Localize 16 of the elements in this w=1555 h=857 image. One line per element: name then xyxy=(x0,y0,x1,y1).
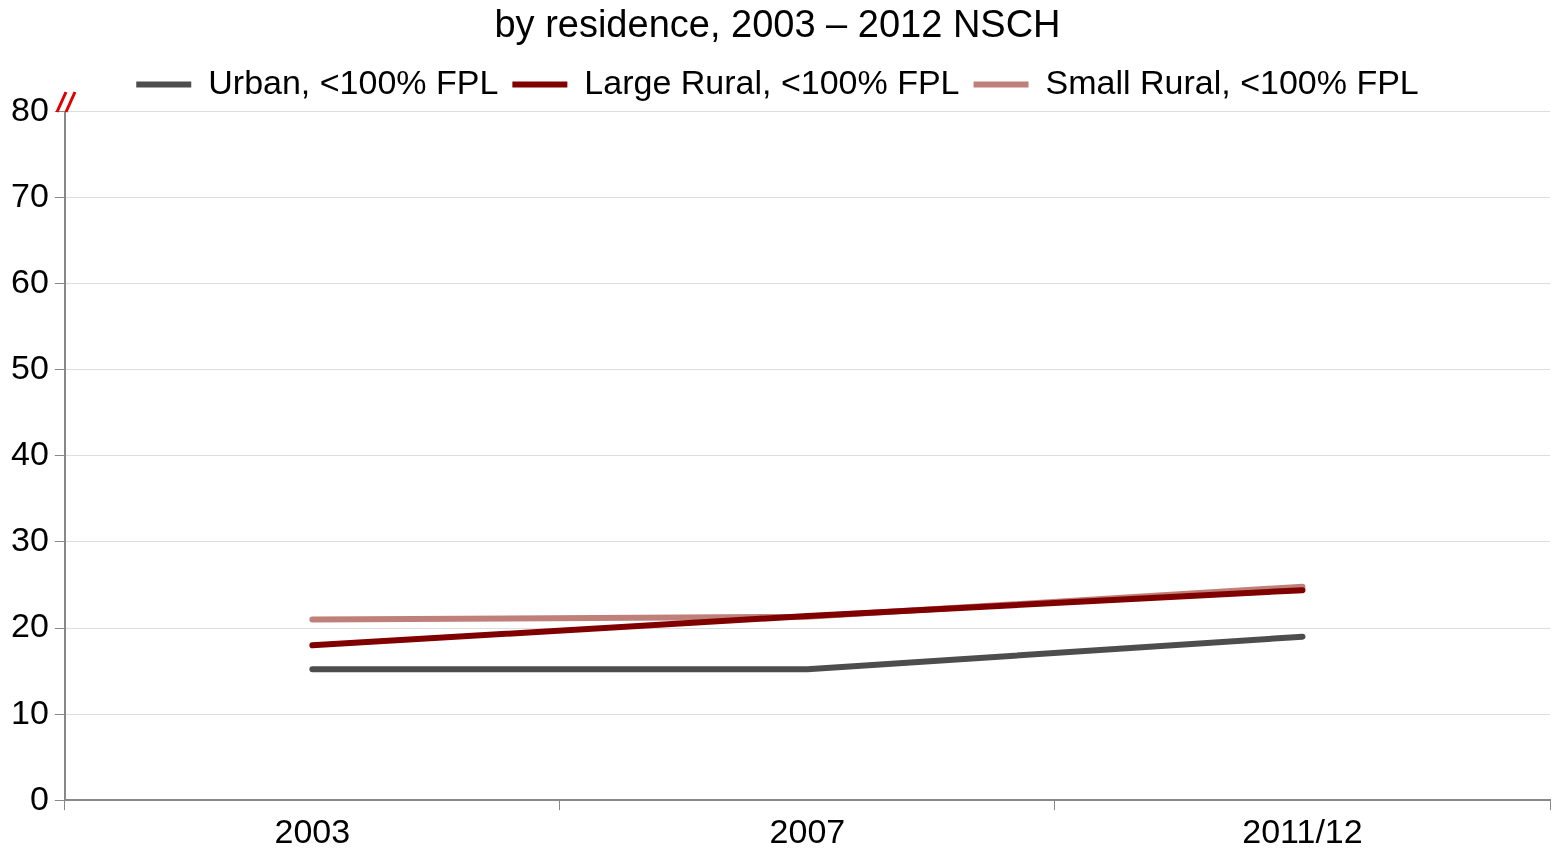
y-tick-label: 50 xyxy=(10,348,49,387)
y-tick-label: 10 xyxy=(10,692,49,731)
x-tick-label: 2003 xyxy=(274,811,351,850)
legend-label: Large Rural, <100% FPL xyxy=(584,62,960,101)
y-tick-label: 40 xyxy=(10,434,49,473)
x-tick-label: 2007 xyxy=(769,811,846,850)
x-tick-label: 2011/12 xyxy=(1242,811,1363,850)
y-tick-label: 80 xyxy=(10,89,49,128)
legend-label: Small Rural, <100% FPL xyxy=(1045,62,1419,101)
y-tick-label: 30 xyxy=(10,520,49,559)
y-tick-label: 0 xyxy=(29,778,49,817)
y-tick-label: 70 xyxy=(10,176,49,215)
y-tick-label: 60 xyxy=(10,262,49,301)
y-tick-label: 20 xyxy=(10,606,49,645)
legend-label: Urban, <100% FPL xyxy=(208,62,499,101)
chart-title: by residence, 2003 – 2012 NSCH xyxy=(494,3,1061,46)
